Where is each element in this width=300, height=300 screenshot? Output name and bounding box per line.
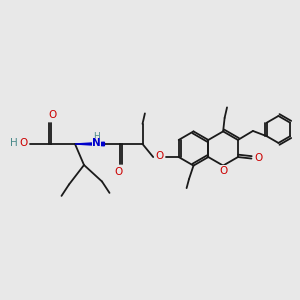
Text: O: O bbox=[155, 152, 164, 161]
Text: O: O bbox=[48, 110, 57, 120]
Text: O: O bbox=[219, 166, 227, 176]
Text: O: O bbox=[254, 153, 262, 163]
Text: O: O bbox=[19, 138, 28, 148]
Text: N: N bbox=[92, 138, 101, 148]
Text: H: H bbox=[10, 138, 17, 148]
Polygon shape bbox=[75, 142, 104, 146]
Text: H: H bbox=[93, 132, 100, 141]
Text: O: O bbox=[114, 167, 123, 177]
